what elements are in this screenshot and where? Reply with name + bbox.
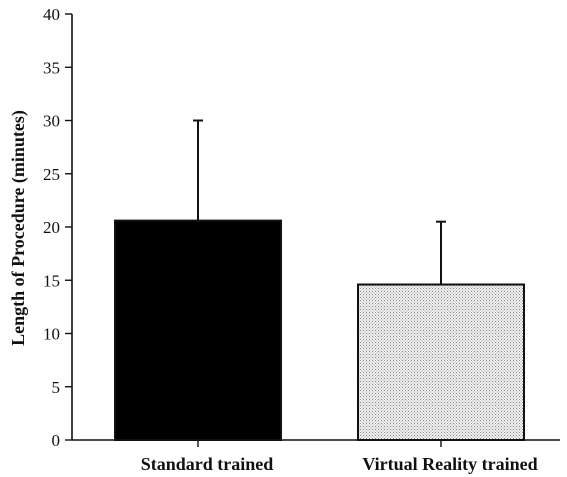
x-category-label: Virtual Reality trained xyxy=(362,454,537,474)
y-tick-label: 25 xyxy=(43,165,60,184)
y-axis-title: Length of Procedure (minutes) xyxy=(8,110,29,346)
y-tick-label: 40 xyxy=(43,5,60,24)
y-tick-label: 15 xyxy=(43,271,60,290)
bar-standard-trained xyxy=(114,219,282,441)
y-tick-label: 5 xyxy=(52,378,61,397)
y-tick-label: 10 xyxy=(43,325,60,344)
y-tick-label: 20 xyxy=(43,218,60,237)
y-tick-label: 0 xyxy=(52,431,61,450)
y-tick-label: 35 xyxy=(43,58,60,77)
bar-virtual-reality-trained xyxy=(357,283,525,442)
x-category-label: Standard trained xyxy=(141,454,274,474)
y-tick-label: 30 xyxy=(43,112,60,131)
